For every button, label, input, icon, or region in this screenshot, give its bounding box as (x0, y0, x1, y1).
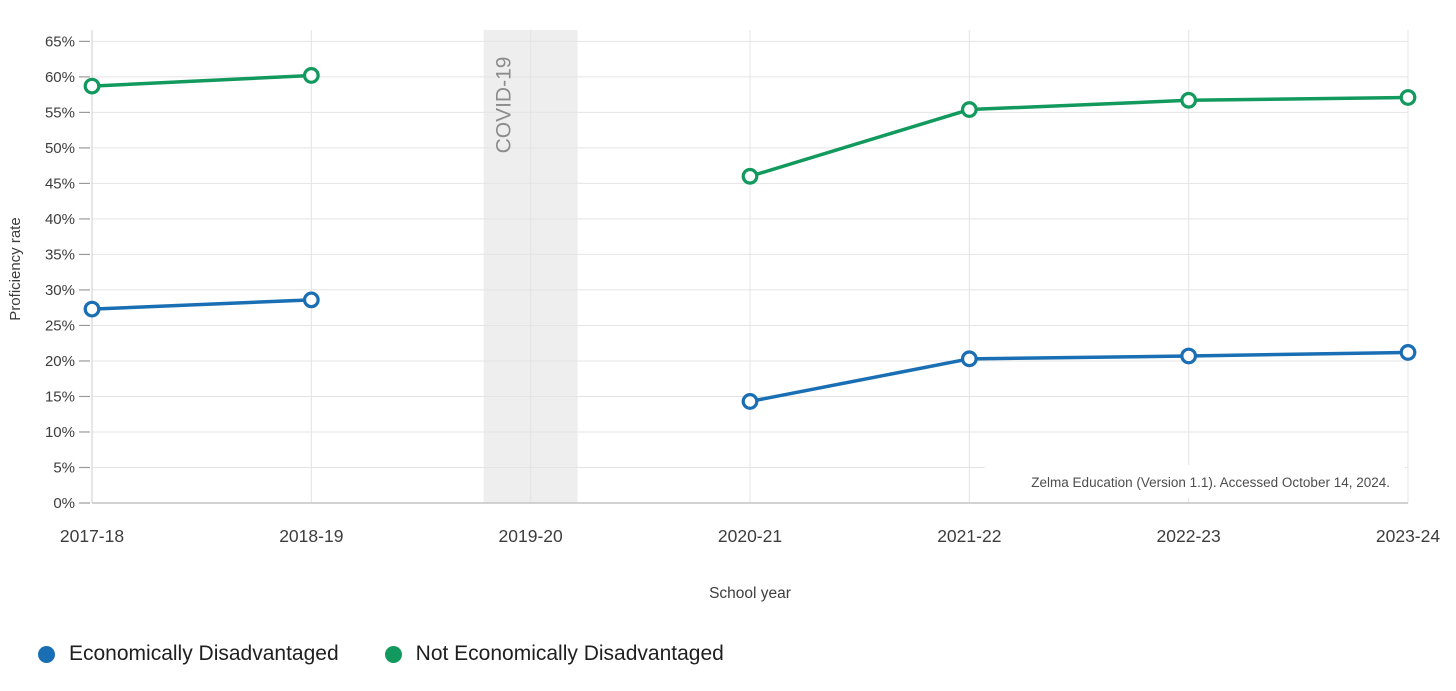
y-tick-label: 40% (45, 211, 75, 228)
y-tick-label: 35% (45, 246, 75, 263)
data-point-marker[interactable] (1399, 89, 1417, 106)
data-point-marker[interactable] (741, 167, 759, 185)
data-point-marker[interactable] (83, 300, 101, 318)
y-axis-title: Proficiency rate (7, 217, 24, 320)
y-tick-label: 5% (53, 459, 75, 476)
y-tick-label: 60% (45, 69, 75, 86)
x-tick-label: 2020-21 (718, 526, 782, 546)
series-line (90, 298, 314, 311)
legend-item[interactable]: Economically Disadvantaged (38, 642, 339, 666)
x-axis-title: School year (709, 585, 791, 602)
data-point-marker[interactable] (1180, 91, 1198, 109)
series-line (748, 95, 1410, 179)
legend-marker-icon (38, 645, 55, 663)
x-tick-label: 2023-24 (1376, 526, 1440, 546)
series-line (90, 73, 314, 88)
data-point-marker[interactable] (960, 350, 978, 368)
data-point-marker[interactable] (302, 67, 320, 84)
source-note-box (985, 465, 1405, 498)
x-tick-label: 2019-20 (499, 526, 563, 546)
y-tick-label: 50% (45, 140, 75, 157)
x-tick-label: 2018-19 (279, 526, 343, 546)
y-tick-label: 25% (45, 317, 75, 334)
y-tick-label: 30% (45, 282, 75, 299)
legend-marker-icon (384, 645, 402, 663)
legend-label: Economically Disadvantaged (69, 642, 339, 665)
covid-band-label: COVID-19 (493, 57, 516, 154)
y-tick-label: 0% (53, 495, 75, 512)
y-tick-label: 20% (45, 353, 75, 370)
legend-item[interactable]: Not Economically Disadvantaged (384, 642, 724, 666)
source-note: Zelma Education (Version 1.1). Accessed … (1031, 475, 1390, 490)
data-point-marker[interactable] (302, 291, 320, 309)
data-point-marker[interactable] (1180, 347, 1198, 365)
series-line (748, 350, 1410, 404)
x-tick-label: 2021-22 (937, 526, 1001, 546)
x-tick-label: 2022-23 (1157, 526, 1221, 546)
data-point-marker[interactable] (83, 77, 101, 95)
data-point-marker[interactable] (741, 393, 759, 410)
y-tick-label: 45% (45, 175, 75, 192)
x-tick-label: 2017-18 (60, 526, 124, 546)
y-tick-label: 55% (45, 104, 75, 121)
chart-canvas: 0% 5% 10% 15% 20% 25% 30% 35% 40% 45% 50% 55% 60% 65%… (7, 30, 1440, 602)
data-point-marker[interactable] (960, 101, 978, 118)
chart-legend: Economically Disadvantaged Not Economical… (0, 642, 1456, 666)
proficiency-chart-figure: 0% 5% 10% 15% 20% 25% 30% 35% 40% 45% 50% 55% 60% 65%… (7, 30, 1440, 602)
y-tick-label: 15% (45, 388, 75, 405)
y-tick-label: 10% (45, 424, 75, 441)
data-point-marker[interactable] (1399, 344, 1417, 361)
legend-label: Not Economically Disadvantaged (415, 642, 724, 665)
y-tick-label: 65% (45, 33, 75, 50)
